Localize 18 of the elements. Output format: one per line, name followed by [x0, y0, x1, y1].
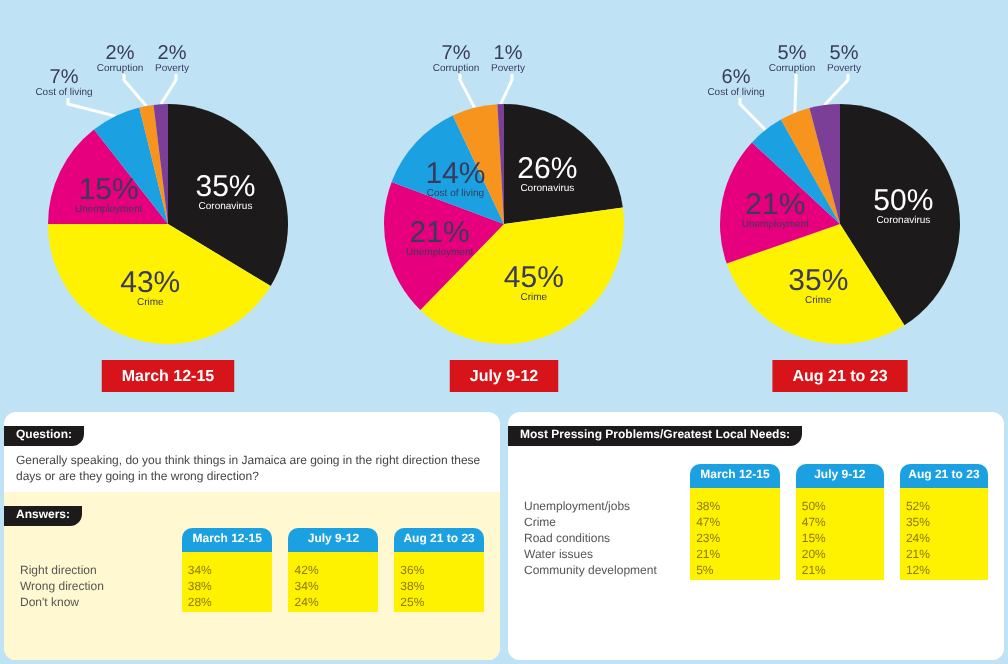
text: Aug 21 to 23 — [792, 367, 889, 385]
data-label: 2% — [105, 43, 135, 65]
data-label: 6% — [721, 67, 751, 89]
data-label: 7% — [49, 67, 79, 89]
text: March 12-15 — [121, 367, 216, 385]
data-label: 43% — [120, 265, 181, 300]
data-label: 7% — [441, 43, 471, 65]
data-label: 1% — [493, 43, 523, 65]
data-label: 2% — [157, 43, 187, 65]
data-label: 15% — [78, 173, 139, 208]
data-label: 35% — [195, 169, 256, 204]
data-label: 21% — [409, 216, 470, 251]
data-label: 5% — [829, 43, 859, 65]
data-label: 21% — [745, 188, 806, 223]
text: July 9-12 — [469, 367, 540, 385]
data-label: 45% — [503, 260, 564, 295]
data-label: 5% — [777, 43, 807, 65]
data-label: 50% — [873, 183, 934, 218]
